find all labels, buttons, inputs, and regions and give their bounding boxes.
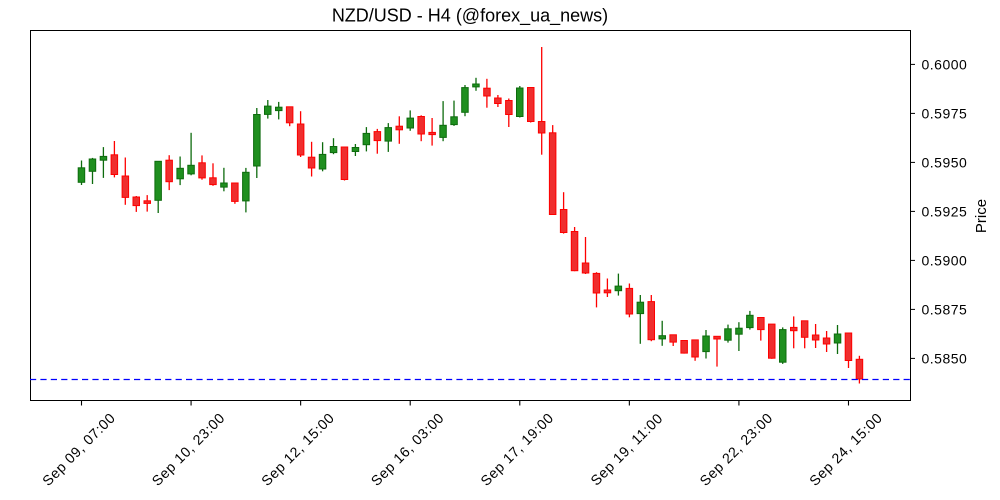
svg-text:0.5950: 0.5950	[922, 155, 968, 171]
svg-text:0.6000: 0.6000	[922, 57, 968, 73]
svg-text:0.5850: 0.5850	[922, 351, 968, 367]
svg-text:Price: Price	[973, 199, 990, 233]
svg-text:NZD/USD - H4 (@forex_ua_news): NZD/USD - H4 (@forex_ua_news)	[332, 6, 608, 27]
svg-text:0.5975: 0.5975	[922, 106, 968, 122]
svg-text:0.5925: 0.5925	[922, 204, 968, 220]
svg-text:0.5900: 0.5900	[922, 253, 968, 269]
svg-text:0.5875: 0.5875	[922, 302, 968, 318]
